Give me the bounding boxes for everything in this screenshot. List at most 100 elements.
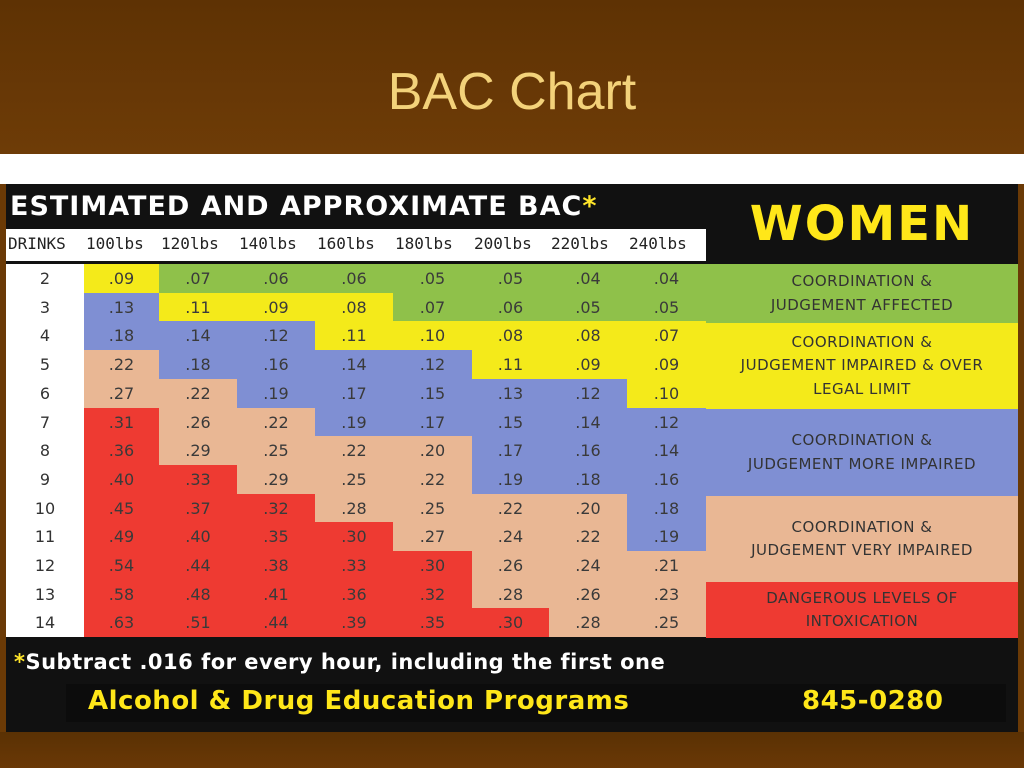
bac-cell: .17	[393, 407, 472, 437]
bac-cell: .41	[237, 579, 315, 609]
card-title: ESTIMATED AND APPROXIMATE BAC*	[10, 191, 597, 222]
bac-cell: .22	[549, 522, 627, 552]
footnote-text: Subtract .016 for every hour, including …	[25, 650, 666, 674]
bac-cell: .11	[159, 292, 237, 322]
bac-cell: .10	[627, 378, 706, 408]
bac-cell: .15	[393, 378, 472, 408]
legend-level-2: COORDINATION & JUDGEMENT IMPAIRED & OVER L…	[706, 323, 1018, 409]
bac-cell: .28	[549, 608, 627, 638]
header-drinks: DRINKS	[8, 234, 66, 253]
bac-cell: .22	[393, 464, 472, 494]
bac-cell: .39	[315, 608, 393, 638]
legend-level-3: COORDINATION & JUDGEMENT MORE IMPAIRED	[706, 409, 1018, 496]
bac-cell: .04	[549, 264, 627, 293]
header-weight: 180lbs	[395, 234, 453, 253]
bac-cell: .16	[627, 464, 706, 494]
drinks-count: 8	[6, 436, 84, 466]
bac-cell: .17	[315, 378, 393, 408]
bac-cell: .25	[315, 464, 393, 494]
drinks-count: 3	[6, 292, 84, 322]
bac-cell: .36	[84, 436, 159, 466]
bac-cell: .49	[84, 522, 159, 552]
bac-cell: .22	[84, 350, 159, 380]
bac-cell: .27	[393, 522, 472, 552]
card-title-text: ESTIMATED AND APPROXIMATE BAC	[10, 191, 583, 222]
bac-cell: .12	[627, 407, 706, 437]
bac-cell: .19	[627, 522, 706, 552]
footnote: *Subtract .016 for every hour, including…	[14, 650, 665, 674]
bac-cell: .14	[627, 436, 706, 466]
bac-cell: .30	[393, 551, 472, 580]
bac-cell: .09	[237, 292, 315, 322]
bac-cell: .40	[159, 522, 237, 552]
program-phone: 845-0280	[802, 686, 944, 716]
drinks-count: 7	[6, 407, 84, 437]
bac-cell: .33	[159, 464, 237, 494]
bac-cell: .09	[627, 350, 706, 380]
bac-cell: .09	[549, 350, 627, 380]
bac-cell: .05	[549, 292, 627, 322]
bac-cell: .54	[84, 551, 159, 580]
bac-cell: .22	[237, 407, 315, 437]
program-name: Alcohol & Drug Education Programs	[88, 686, 630, 716]
bac-cell: .18	[627, 493, 706, 523]
drinks-count: 4	[6, 321, 84, 351]
legend-text: COORDINATION &	[791, 517, 933, 536]
bac-cell: .44	[159, 551, 237, 580]
bac-cell: .40	[84, 464, 159, 494]
bac-cell: .20	[393, 436, 472, 466]
bac-cell: .24	[472, 522, 549, 552]
bac-cell: .18	[84, 321, 159, 351]
header-weight: 240lbs	[629, 234, 687, 253]
bac-cell: .51	[159, 608, 237, 638]
bac-cell: .11	[472, 350, 549, 380]
bac-cell: .08	[549, 321, 627, 351]
bac-cell: .33	[315, 551, 393, 580]
drinks-count: 14	[6, 608, 84, 638]
legend-text: COORDINATION &	[791, 272, 933, 291]
legend-text: DANGEROUS LEVELS OF	[766, 588, 958, 607]
bac-cell: .26	[159, 407, 237, 437]
legend-text: JUDGEMENT AFFECTED	[770, 295, 954, 314]
bac-cell: .06	[472, 292, 549, 322]
bac-cell: .29	[159, 436, 237, 466]
bac-cell: .35	[393, 608, 472, 638]
legend-text: COORDINATION &	[791, 333, 933, 352]
bac-cell: .21	[627, 551, 706, 580]
bac-cell: .15	[472, 407, 549, 437]
bac-cell: .63	[84, 608, 159, 638]
bac-cell: .32	[237, 493, 315, 523]
bac-cell: .16	[549, 436, 627, 466]
slide-footer	[0, 732, 1024, 768]
footnote-star: *	[14, 650, 26, 674]
bac-cell: .27	[84, 378, 159, 408]
bac-cell: .19	[315, 407, 393, 437]
legend-text: JUDGEMENT IMPAIRED & OVER	[740, 356, 984, 375]
header-weight: 220lbs	[551, 234, 609, 253]
bac-cell: .31	[84, 407, 159, 437]
header-weight: 160lbs	[317, 234, 375, 253]
bac-cell: .17	[472, 436, 549, 466]
bac-cell: .58	[84, 579, 159, 609]
bac-cell: .13	[84, 292, 159, 322]
bac-cell: .08	[315, 292, 393, 322]
bac-cell: .05	[627, 292, 706, 322]
bac-cell: .14	[549, 407, 627, 437]
bac-cell: .20	[549, 493, 627, 523]
bac-cell: .19	[472, 464, 549, 494]
legend-level-5: DANGEROUS LEVELS OF INTOXICATION	[706, 582, 1018, 638]
legend-level-1: COORDINATION & JUDGEMENT AFFECTED	[706, 264, 1018, 323]
bac-cell: .11	[315, 321, 393, 351]
bac-cell: .06	[237, 264, 315, 293]
bac-cell: .36	[315, 579, 393, 609]
table-header: DRINKS 100lbs 120lbs 140lbs 160lbs 180lbs 200l…	[6, 229, 706, 261]
legend-text: COORDINATION &	[791, 431, 933, 450]
bac-cell: .28	[315, 493, 393, 523]
drinks-count: 10	[6, 493, 84, 523]
header-weight: 120lbs	[161, 234, 219, 253]
bac-cell: .05	[393, 264, 472, 293]
bac-cell: .48	[159, 579, 237, 609]
slide-header	[0, 0, 1024, 154]
legend-text: JUDGEMENT MORE IMPAIRED	[747, 454, 977, 473]
drinks-count: 13	[6, 579, 84, 609]
